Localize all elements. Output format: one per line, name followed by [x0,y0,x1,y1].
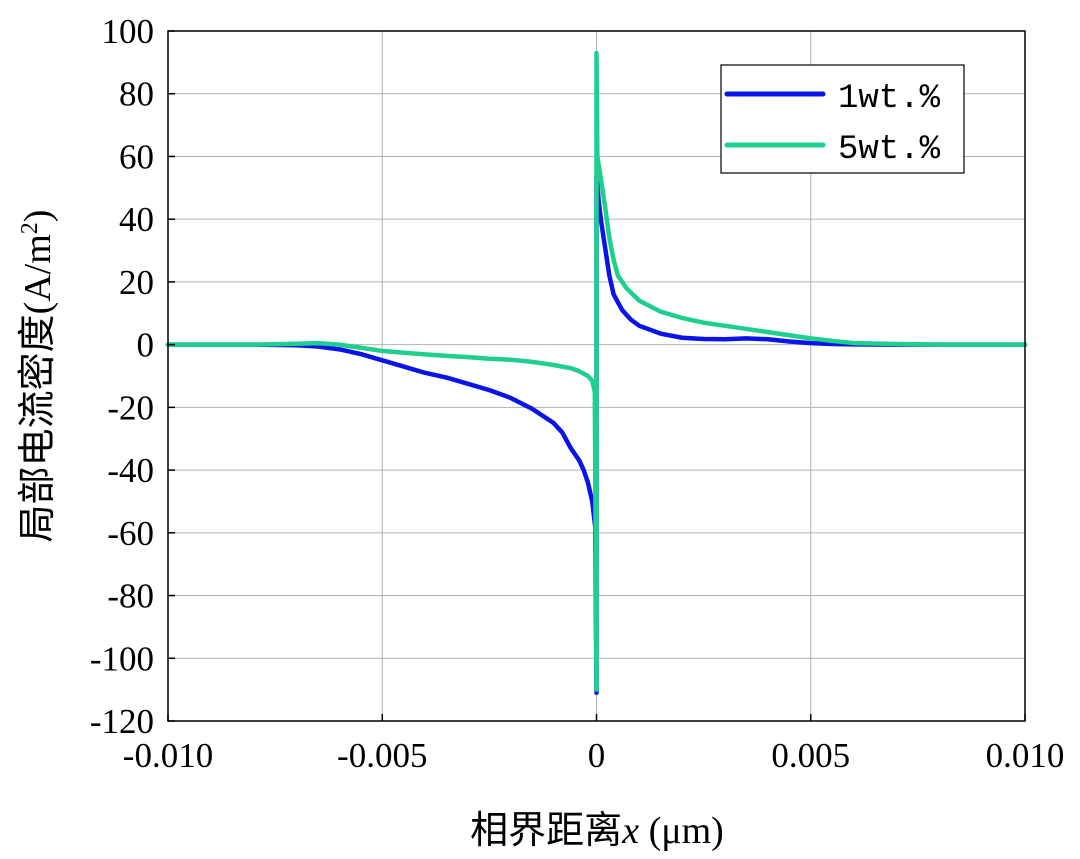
x-tick-label: 0.005 [771,736,850,775]
x-tick-label: 0.010 [986,736,1065,775]
y-tick-label: -20 [107,388,154,427]
y-tick-label: 20 [119,263,154,302]
y-axis-title: 局部电流密度(A/m2) [17,210,59,543]
tick-layer [167,30,1026,722]
x-axis-title-unit: (μm) [639,810,724,852]
x-tick-label: 0 [588,736,606,775]
legend-label-1wt: 1wt.% [838,80,941,118]
legend-label-5wt: 5wt.% [838,131,941,169]
x-axis-title-prefix: 相界距离 [470,810,622,852]
y-axis-title-text: 局部电流密度(A/m [17,234,59,542]
y-tick-label: 0 [137,326,155,365]
series-line-5wt [165,50,1028,692]
y-tick-label: -40 [107,451,154,490]
y-tick-label: -80 [107,577,154,616]
series-layer [165,50,1028,696]
y-tick-label: 100 [102,12,155,51]
y-tick-label: -60 [107,514,154,553]
y-tick-label: 60 [119,137,154,176]
y-tick-label: -100 [90,639,154,678]
y-axis-title-close: ) [17,210,59,223]
y-tick-label: -120 [90,702,154,741]
x-tick-labels: -0.010 -0.005 0 0.005 0.010 [123,736,1065,775]
legend: 1wt.% 5wt.% [720,64,965,174]
legend-box [720,64,965,174]
y-tick-label: 40 [119,200,154,239]
y-tick-labels: -120 -100 -80 -60 -40 -20 0 20 40 60 80 100 [90,12,154,741]
series-line-1wt [165,173,1028,696]
y-tick-label: 80 [119,75,154,114]
x-tick-label: -0.010 [123,736,213,775]
y-axis-title-sup: 2 [17,222,43,234]
x-tick-label: -0.005 [337,736,427,775]
x-axis-title: 相界距离x (μm) [470,810,724,852]
x-axis-title-variable: x [621,810,639,852]
